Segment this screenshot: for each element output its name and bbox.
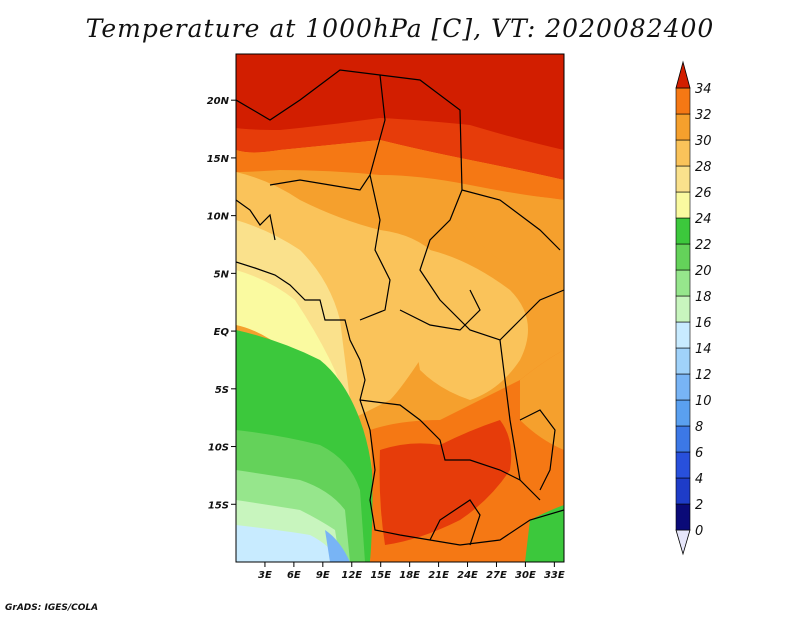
lon-tick-label: 12E bbox=[341, 570, 362, 581]
colorbar-level-label: 22 bbox=[695, 238, 712, 253]
colorbar-high-arrow bbox=[675, 60, 691, 89]
credit-label: GrADS: IGES/COLA bbox=[5, 603, 99, 613]
border-line bbox=[236, 69, 564, 341]
colorbar-segment bbox=[675, 373, 691, 401]
colorbar-level-label: 2 bbox=[695, 498, 703, 513]
map-title: Temperature at 1000hPa [C], VT: 20200824… bbox=[85, 14, 715, 43]
field-zone-26 bbox=[236, 172, 440, 420]
lon-tick-label: 9E bbox=[316, 570, 330, 581]
lon-tick-label: 15E bbox=[370, 570, 391, 581]
colorbar-segment bbox=[675, 425, 691, 453]
colorbar-segment bbox=[675, 243, 691, 271]
border-line bbox=[236, 261, 564, 546]
colorbar-level-label: 32 bbox=[695, 108, 712, 123]
border-line bbox=[236, 199, 276, 241]
colorbar-level-label: 28 bbox=[695, 160, 712, 175]
field-zone-28-east bbox=[520, 350, 564, 450]
country-borders bbox=[236, 69, 564, 546]
border-line bbox=[399, 289, 481, 331]
border-line bbox=[429, 499, 481, 546]
colorbar-segment bbox=[675, 399, 691, 427]
lat-tick-label: 15S bbox=[208, 500, 229, 511]
colorbar-segment bbox=[675, 295, 691, 323]
colorbar-segment bbox=[675, 347, 691, 375]
lon-tick-label: 33E bbox=[544, 570, 565, 581]
colorbar-segment bbox=[675, 87, 691, 115]
colorbar-level-label: 18 bbox=[695, 290, 712, 305]
colorbar-low-arrow bbox=[675, 529, 691, 556]
colorbar-segment bbox=[675, 321, 691, 349]
border-line bbox=[359, 74, 391, 321]
colorbar-level-label: 30 bbox=[695, 134, 712, 149]
field-zone-26-center bbox=[416, 250, 528, 400]
colorbar-level-label: 24 bbox=[695, 212, 712, 227]
lat-tick-label: 10N bbox=[207, 212, 230, 223]
colorbar-level-label: 0 bbox=[695, 524, 703, 539]
lon-tick-label: 21E bbox=[428, 570, 449, 581]
field-zone-8 bbox=[325, 530, 350, 562]
border-line bbox=[519, 409, 556, 491]
lat-tick-label: 5S bbox=[215, 385, 229, 396]
latitude-ticks: 20N 15N 10N 5N EQ 5S 10S 15S bbox=[207, 96, 236, 511]
field-zone-30 bbox=[236, 140, 564, 200]
colorbar-level-label: 10 bbox=[695, 394, 712, 409]
lat-tick-label: 5N bbox=[214, 269, 230, 280]
colorbar-segment bbox=[675, 269, 691, 297]
lon-tick-label: 30E bbox=[515, 570, 536, 581]
colorbar-segment bbox=[675, 217, 691, 245]
colorbar-segment bbox=[675, 503, 691, 531]
longitude-ticks: 3E 6E 9E 12E 15E 18E 21E 24E 27E 30E 33E bbox=[258, 562, 565, 581]
colorbar-segment bbox=[675, 113, 691, 141]
colorbar-level-label: 26 bbox=[695, 186, 712, 201]
lat-tick-label: 15N bbox=[207, 154, 230, 165]
field-zone-12 bbox=[236, 525, 340, 562]
lat-tick-label: 10S bbox=[208, 443, 229, 454]
lon-tick-label: 24E bbox=[457, 570, 478, 581]
colorbar-level-label: 16 bbox=[695, 316, 712, 331]
colorbar-level-label: 20 bbox=[695, 264, 712, 279]
colorbar-segment bbox=[675, 165, 691, 193]
border-line bbox=[269, 174, 371, 191]
map-frame bbox=[235, 53, 565, 563]
lon-tick-label: 27E bbox=[486, 570, 507, 581]
colorbar-level-label: 6 bbox=[695, 446, 703, 461]
colorbar-segment bbox=[675, 477, 691, 505]
lat-tick-label: EQ bbox=[214, 327, 230, 338]
colorbar-segment bbox=[675, 139, 691, 167]
colorbar-level-label: 12 bbox=[695, 368, 712, 383]
border-line bbox=[499, 339, 541, 501]
field-zone-20-east bbox=[525, 505, 564, 562]
border-line bbox=[359, 399, 521, 481]
border-line bbox=[461, 189, 561, 251]
colorbar-segment bbox=[675, 191, 691, 219]
lat-tick-label: 20N bbox=[207, 96, 230, 107]
colorbar-segment bbox=[675, 451, 691, 479]
temperature-field bbox=[236, 54, 564, 562]
lon-tick-label: 3E bbox=[258, 570, 272, 581]
field-zone-28-northeast bbox=[450, 195, 564, 280]
lon-tick-label: 18E bbox=[399, 570, 420, 581]
colorbar-level-label: 4 bbox=[695, 472, 703, 487]
lon-tick-label: 6E bbox=[287, 570, 301, 581]
field-zone-32-south bbox=[379, 420, 512, 545]
colorbar-level-label: 34 bbox=[695, 82, 712, 97]
colorbar-level-label: 14 bbox=[695, 342, 712, 357]
field-zone-34 bbox=[236, 54, 564, 150]
colorbar-level-label: 8 bbox=[695, 420, 703, 435]
